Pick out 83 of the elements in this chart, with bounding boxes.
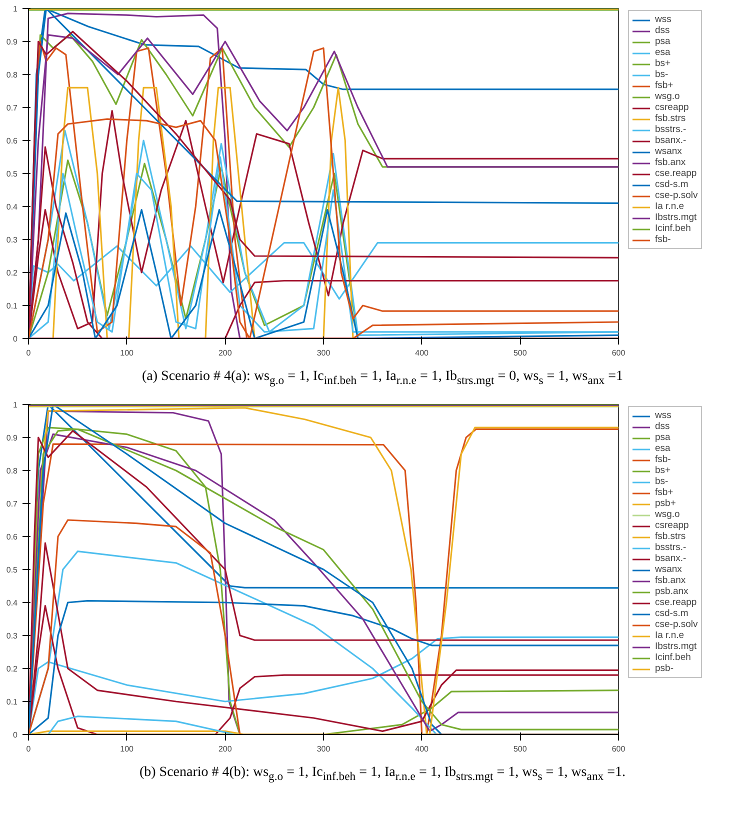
legend-label: fsb+ (655, 487, 674, 498)
legend-label: psa (655, 36, 672, 47)
x-tick-label: 200 (218, 744, 232, 754)
legend-label: esa (655, 443, 672, 454)
legend-label: fsb.anx (655, 575, 686, 586)
x-tick-label: 300 (316, 348, 331, 358)
legend-label: bs- (655, 476, 670, 487)
y-tick-label: 0 (13, 334, 18, 344)
legend-label: fsb.anx (655, 157, 686, 168)
y-tick-label: 0.7 (6, 500, 18, 508)
legend-label: wsg.o (655, 91, 680, 102)
legend-label: Ia r.n.e (655, 630, 684, 641)
legend-label: psb.anx (655, 586, 688, 597)
y-tick-label: 0.1 (6, 698, 18, 706)
legend-label: Icinf.beh (655, 223, 691, 234)
y-tick-label: 0.7 (6, 104, 18, 112)
legend-label: psb+ (655, 498, 676, 509)
legend-label: bs- (655, 69, 670, 80)
legend-label: Ibstrs.mgt (655, 641, 697, 652)
text: (b) Scenario # 4(b): ws$_{g.o}$ = 1, Ic$_{inf.beh}$ = 1, Ia$_{r.n.e}$ = 1, Ib$_{strs.mgt}$ = 1, ws$_{s}$ = 1, ws$_{anx}$ =1. (139, 765, 626, 783)
x-tick-label: 0 (26, 744, 32, 754)
y-tick-label: 0.2 (6, 268, 18, 278)
legend-label: bs+ (655, 465, 672, 476)
legend-label: cse.reapp (655, 597, 697, 608)
legend-label: bs+ (655, 58, 672, 69)
y-tick-label: 0.9 (6, 38, 18, 46)
y-tick-label: 0.3 (6, 632, 18, 640)
y-tick-label: 0.8 (6, 70, 18, 80)
y-tick-label: 0 (13, 730, 18, 740)
legend-label: bsanx.- (655, 135, 686, 146)
legend-label: psb- (655, 663, 674, 674)
legend-label: fsb.strs (655, 531, 686, 542)
y-tick-label: 0.6 (6, 532, 18, 542)
text: (a) Scenario # 4(a): ws$_{g.o}$ = 1, Ic$_{inf.beh}$ = 1, Ia$_{r.n.e}$ = 1, Ib$_{strs.mgt}$ = 0, ws$_{s}$ = 1, ws$_{anx}$ =1 (142, 369, 623, 387)
legend-label: esa (655, 47, 672, 58)
legend-label: wsanx (655, 564, 682, 575)
y-tick-label: 0.5 (6, 170, 18, 178)
x-tick-label: 600 (612, 348, 626, 358)
legend-label: wss (655, 410, 672, 421)
y-tick-label: 1 (13, 4, 18, 14)
legend-label: Icinf.beh (655, 652, 691, 663)
y-tick-label: 0.5 (6, 566, 18, 574)
legend-label: wss (655, 14, 672, 25)
legend-label: bsstrs.- (655, 542, 686, 553)
legend-label: cse-p.solv (655, 619, 698, 630)
y-tick-label: 1 (13, 400, 18, 410)
y-tick-label: 0.9 (6, 434, 18, 442)
legend-label: csd-s.m (655, 179, 688, 190)
legend-label: csreapp (655, 102, 689, 113)
legend-label: bsstrs.- (655, 124, 686, 135)
y-tick-label: 0.6 (6, 136, 18, 146)
legend-label: bsanx.- (655, 553, 686, 564)
x-tick-label: 400 (415, 348, 430, 358)
y-tick-label: 0.1 (6, 302, 18, 310)
y-tick-label: 0.8 (6, 466, 18, 476)
legend-label: wsanx (655, 146, 682, 157)
legend-label: cse.reapp (655, 168, 697, 179)
legend-label: csreapp (655, 520, 689, 531)
x-tick-label: 300 (316, 744, 331, 754)
x-tick-label: 0 (26, 348, 32, 358)
legend-label: dss (655, 421, 671, 432)
legend-label: Ia r.n.e (655, 201, 684, 212)
y-tick-label: 0.3 (6, 236, 18, 244)
y-tick-label: 0.2 (6, 664, 18, 674)
x-tick-label: 500 (513, 348, 528, 358)
legend-label: fsb- (655, 234, 672, 245)
y-tick-label: 0.4 (6, 598, 18, 608)
legend-label: psa (655, 432, 672, 443)
x-tick-label: 200 (218, 348, 232, 358)
legend-label: csd-s.m (655, 608, 688, 619)
legend-label: fsb- (655, 454, 672, 465)
x-tick-label: 600 (612, 744, 626, 754)
legend-label: fsb+ (655, 80, 674, 91)
x-tick-label: 100 (120, 348, 134, 358)
legend-label: Ibstrs.mgt (655, 212, 697, 223)
x-tick-label: 500 (513, 744, 528, 754)
legend-label: fsb.strs (655, 113, 686, 124)
legend-label: cse-p.solv (655, 190, 698, 201)
y-tick-label: 0.4 (6, 202, 18, 212)
legend-label: wsg.o (655, 509, 680, 520)
x-tick-label: 100 (120, 744, 134, 754)
x-tick-label: 400 (415, 744, 430, 754)
legend-label: dss (655, 25, 671, 36)
